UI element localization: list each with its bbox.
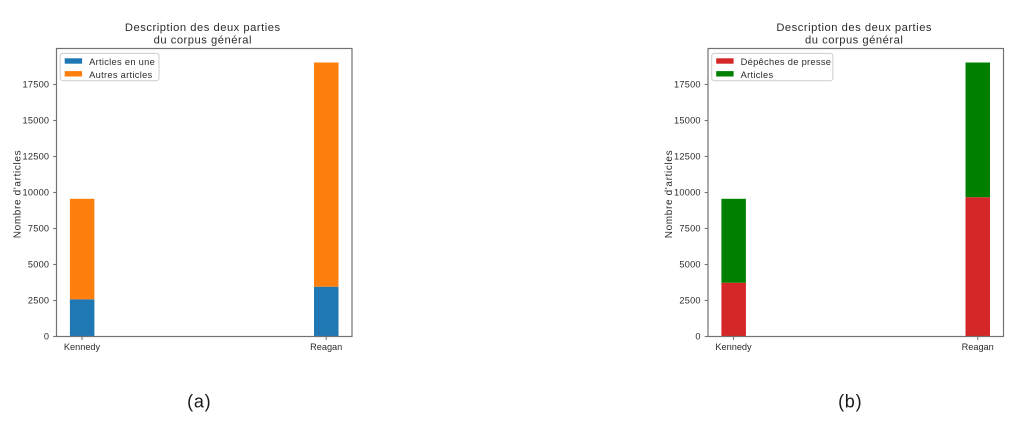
svg-text:du corpus général: du corpus général (154, 35, 252, 47)
svg-text:Articles en une: Articles en une (89, 57, 155, 67)
svg-text:15000: 15000 (22, 116, 49, 126)
svg-text:Reagan: Reagan (310, 342, 342, 352)
svg-text:Kennedy: Kennedy (715, 342, 752, 352)
svg-text:Autres articles: Autres articles (89, 70, 152, 80)
svg-text:0: 0 (695, 332, 700, 342)
svg-text:0: 0 (44, 332, 49, 342)
svg-text:Dépêches de presse: Dépêches de presse (741, 57, 832, 67)
svg-text:7500: 7500 (28, 224, 49, 234)
svg-text:5000: 5000 (679, 260, 700, 270)
svg-text:Nombre d'articles: Nombre d'articles (664, 150, 675, 239)
svg-text:Nombre d'articles: Nombre d'articles (13, 150, 24, 239)
svg-text:(b): (b) (838, 392, 862, 412)
svg-text:12500: 12500 (674, 152, 701, 162)
svg-text:10000: 10000 (674, 188, 701, 198)
svg-text:Description des deux parties: Description des deux parties (776, 22, 932, 34)
svg-text:Kennedy: Kennedy (64, 342, 101, 352)
svg-text:17500: 17500 (22, 80, 49, 90)
svg-text:du corpus général: du corpus général (805, 35, 903, 47)
svg-text:10000: 10000 (22, 188, 49, 198)
svg-text:2500: 2500 (28, 296, 49, 306)
svg-text:17500: 17500 (674, 80, 701, 90)
svg-text:12500: 12500 (22, 152, 49, 162)
svg-text:2500: 2500 (679, 296, 700, 306)
svg-text:Description des deux parties: Description des deux parties (125, 22, 281, 34)
svg-text:5000: 5000 (28, 260, 49, 270)
svg-text:15000: 15000 (674, 116, 701, 126)
svg-text:(a): (a) (187, 392, 211, 412)
svg-text:7500: 7500 (679, 224, 700, 234)
svg-text:Reagan: Reagan (962, 342, 994, 352)
svg-text:Articles: Articles (741, 70, 774, 80)
